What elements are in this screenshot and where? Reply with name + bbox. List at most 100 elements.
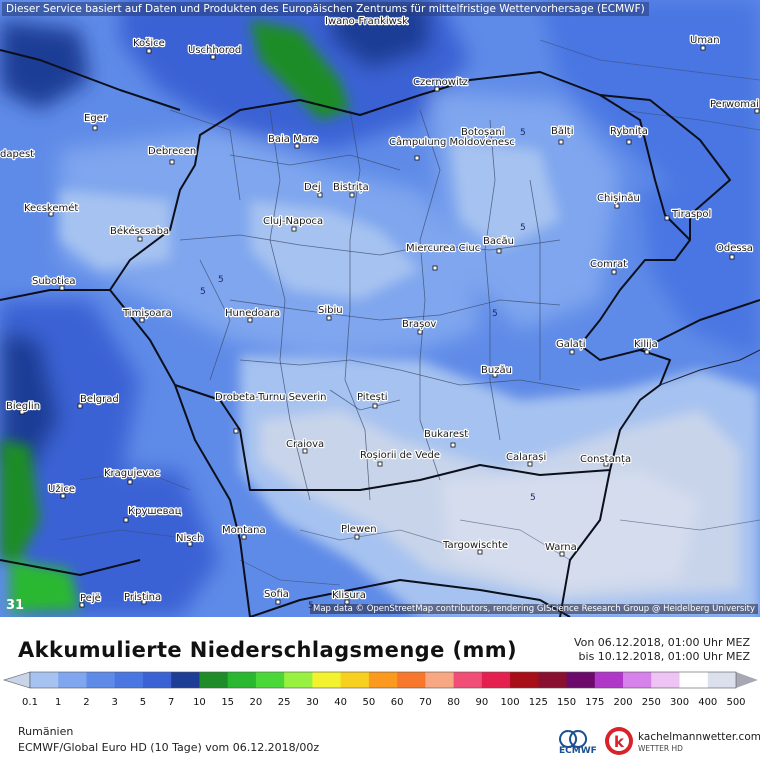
chart-title: Akkumulierte Niederschlagsmenge (mm) xyxy=(18,638,518,662)
legend-outline xyxy=(29,671,737,689)
city-label: Drobeta-Turnu Severin xyxy=(215,392,326,403)
legend-swatch xyxy=(340,672,370,688)
legend-tick-label: 40 xyxy=(334,697,347,708)
legend-swatch xyxy=(510,672,539,688)
legend-tick-label: 400 xyxy=(698,697,717,708)
precip-area-1-2mm-east xyxy=(450,140,560,250)
border-romania xyxy=(109,71,691,491)
city-label: Bukarest xyxy=(424,429,468,440)
city-label: Klisura xyxy=(332,590,366,601)
city-label: Targowischte xyxy=(442,540,508,551)
period-from: Von 06.12.2018, 01:00 Uhr MEZ xyxy=(573,636,750,649)
city-label: Bistrița xyxy=(333,182,369,193)
legend-tick-label: 200 xyxy=(613,697,632,708)
precipitation-map: 5 5 5 5 5 5 5 Iwano-Frank xyxy=(0,0,760,617)
legend-arrow-high xyxy=(736,672,758,688)
legend-tick-label: 175 xyxy=(585,697,604,708)
legend-tick-label: 1 xyxy=(55,697,61,708)
legend-tick-label: 70 xyxy=(419,697,432,708)
isoline-label: 5 xyxy=(218,275,224,285)
svg-text:k: k xyxy=(614,733,625,751)
period-to: bis 10.12.2018, 01:00 Uhr MEZ xyxy=(578,650,750,663)
legend-tick-label: 125 xyxy=(529,697,548,708)
city-label: Baia Mare xyxy=(268,134,318,145)
city-label: Roșiorii de Vede xyxy=(360,450,440,461)
legend-tick-label: 250 xyxy=(642,697,661,708)
city-label: Plewen xyxy=(341,524,377,535)
city-label: Botoșani xyxy=(461,127,504,138)
legend-tick-label: 25 xyxy=(278,697,291,708)
city-label: Odessa xyxy=(716,243,753,254)
city-label: Kecskemét xyxy=(24,202,78,214)
precip-band-heavy-east xyxy=(640,180,760,360)
city-label: Pejë xyxy=(80,593,101,604)
precip-area-1-2mm-center xyxy=(250,200,420,300)
legend-swatch xyxy=(227,672,257,688)
city-label: Cluj-Napoca xyxy=(263,216,323,227)
city-label: Chișinău xyxy=(597,193,640,204)
city-label: Bacău xyxy=(483,236,514,247)
legend-tick-label: 5 xyxy=(140,697,146,708)
border-ukraine-north xyxy=(0,49,181,111)
legend-arrow-low xyxy=(2,671,31,689)
precip-area-green-serbia xyxy=(0,440,40,560)
city-label: Montana xyxy=(222,525,266,536)
border-hungary-serbia xyxy=(0,289,110,301)
city-label: Perwomai xyxy=(710,99,759,110)
city-label: Hunedoara xyxy=(225,308,280,319)
precipitation-legend: 0.1 1 2 3 5 7 10 15 20 25 30 40 50 60 70 80 90 100 125 150 1… xyxy=(2,671,758,708)
legend-swatch xyxy=(425,672,455,688)
legend-swatch xyxy=(566,672,596,688)
city-label: Sibiu xyxy=(318,305,343,316)
isoline-label: 5 xyxy=(520,223,526,233)
legend-swatch xyxy=(707,672,737,688)
map-attribution: Map data © OpenStreetMap contributors, r… xyxy=(310,604,758,614)
legend-swatch xyxy=(86,672,116,688)
city-label: Sofia xyxy=(264,589,289,600)
city-label: Miercurea Ciuc xyxy=(406,243,480,254)
precip-band-veryheavy-w xyxy=(0,330,60,470)
legend-tick-label: 2 xyxy=(83,697,89,708)
legend-swatches xyxy=(2,671,758,689)
border-moldova-east xyxy=(599,94,731,240)
city-label: Rybnița xyxy=(610,126,648,137)
city-label: Dej xyxy=(304,182,321,193)
legend-tick-label: 3 xyxy=(112,697,118,708)
city-label: Užice xyxy=(48,483,75,495)
city-label: Subotica xyxy=(32,276,75,287)
legend-tick-label: 500 xyxy=(726,697,745,708)
precip-area-green-kosovo xyxy=(10,560,80,612)
national-borders xyxy=(0,49,760,617)
legend-tick-label: 30 xyxy=(306,697,319,708)
city-label: Craiova xyxy=(286,439,324,450)
border-serbia-bulgaria xyxy=(174,384,251,617)
city-labels: Iwano-Frankiwsk Košice Uschhorod Uman Cz… xyxy=(0,15,760,605)
legend-swatch xyxy=(481,672,511,688)
legend-swatch xyxy=(453,672,483,688)
city-label: Timișoara xyxy=(122,308,172,319)
city-label: Belgrad xyxy=(80,394,119,405)
city-label: Warna xyxy=(545,542,577,553)
legend-swatch xyxy=(623,672,652,688)
legend-tick-label: 150 xyxy=(557,697,576,708)
ecmwf-label: ECMWF xyxy=(559,746,597,756)
legend-swatch xyxy=(312,672,342,688)
kachelmann-logo: k xyxy=(605,727,633,755)
city-label: Kragujevac xyxy=(104,468,160,479)
legend-swatch xyxy=(368,672,398,688)
ecmwf-disclaimer: Dieser Service basiert auf Daten und Pro… xyxy=(2,2,649,16)
legend-tick-label: 90 xyxy=(475,697,488,708)
city-label: Крушевац xyxy=(128,506,182,517)
legend-swatch xyxy=(58,672,87,688)
border-serbia-kosovo xyxy=(0,559,141,576)
legend-tick-label: 100 xyxy=(501,697,520,708)
city-label: Galați xyxy=(556,339,585,350)
legend-swatch xyxy=(651,672,681,688)
city-label: Buzău xyxy=(481,365,512,376)
provider-subtitle: WETTER HD xyxy=(638,744,683,753)
city-label: Bălți xyxy=(551,126,573,137)
isoline-label: 5 xyxy=(200,287,206,297)
city-label: Uman xyxy=(690,35,720,46)
legend-tick-label: 50 xyxy=(363,697,376,708)
secondary-boundaries xyxy=(59,39,760,586)
